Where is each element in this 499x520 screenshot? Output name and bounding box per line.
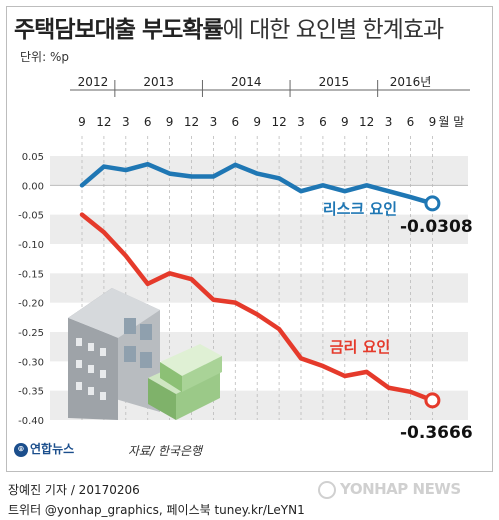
series-end-marker (424, 392, 441, 409)
y-tick-label: -0.40 (18, 416, 44, 427)
y-tick-label: -0.25 (18, 328, 44, 339)
y-tick-label: 0.05 (22, 152, 44, 163)
month-label: 6 (319, 115, 327, 129)
year-label: 2014 (231, 75, 262, 89)
month-label: 12 (184, 115, 199, 129)
grid-bands (50, 156, 468, 420)
month-axis: 9 12 3 6 9 12 3 6 9 12 3 6 9 12 3 6 9 월 말 (78, 115, 464, 129)
y-tick-label: -0.35 (18, 387, 44, 398)
y-tick-label: -0.20 (18, 299, 44, 310)
month-label: 6 (231, 115, 239, 129)
building-illustration (68, 288, 160, 420)
year-label: 2015 (319, 75, 350, 89)
month-label: 12 (359, 115, 374, 129)
series-name-label: 리스크 요인 (323, 200, 397, 218)
title-bold: 주택담보대출 부도확률 (14, 17, 224, 43)
watermark-ring-icon (318, 480, 336, 499)
month-label: 3 (385, 115, 393, 129)
year-axis: 2012 2013 2014 2015 2016년 (70, 75, 470, 97)
year-label: 2013 (143, 75, 174, 89)
yonhap-logo-icon: ⌾ (14, 442, 28, 457)
source-note: 자료/ 한국은행 (128, 444, 203, 458)
month-label: 3 (122, 115, 130, 129)
y-tick-label: 0.00 (22, 181, 44, 192)
y-axis: 0.05 0.00 -0.05 -0.10 -0.15 -0.20 -0.25 -0.30 -0… (18, 152, 44, 427)
year-label: 2016년 (390, 75, 432, 89)
grid-band (50, 214, 468, 244)
watermark-text: YONHAP NEWS (340, 480, 461, 498)
month-label: 3 (297, 115, 305, 129)
grid-band (50, 156, 468, 186)
series-end-value-label: -0.3666 (400, 423, 473, 443)
y-tick-label: -0.10 (18, 240, 44, 251)
month-label: 3 (210, 115, 218, 129)
watermark: YONHAP NEWS (318, 480, 461, 499)
credit-line-2: 트위터 @yonhap_graphics, 페이스북 tuney.kr/LeYN… (8, 503, 305, 517)
month-label: 9 (78, 115, 86, 129)
series-name-label: 금리 요인 (330, 338, 390, 356)
credit-line-1: 장예진 기자 / 20170206 (8, 483, 140, 497)
title-rest: 에 대한 요인별 한계효과 (222, 17, 445, 43)
y-tick-label: -0.15 (18, 269, 44, 280)
series-end-marker (424, 195, 441, 212)
month-label: 9 (166, 115, 174, 129)
series-labels: 리스크 요인-0.0308 금리 요인 -0.3666 (323, 200, 473, 443)
month-suffix: 월 말 (438, 115, 464, 129)
logo-text: 연합뉴스 (30, 442, 75, 456)
month-label: 9 (253, 115, 261, 129)
money-illustration (148, 344, 222, 420)
year-label: 2012 (78, 75, 109, 89)
chart-title: 주택담보대출 부도확률에 대한 요인별 한계효과 (14, 10, 445, 44)
month-label: 9 (429, 115, 437, 129)
yonhap-logo: ⌾ 연합뉴스 (14, 440, 74, 457)
series-end-value-label: -0.0308 (400, 217, 473, 237)
month-label: 6 (407, 115, 415, 129)
y-tick-label: -0.05 (18, 211, 44, 222)
unit-label: 단위: %p (20, 50, 69, 64)
month-label: 6 (144, 115, 152, 129)
month-label: 9 (341, 115, 349, 129)
month-label: 12 (271, 115, 286, 129)
series-end-markers (81, 164, 441, 409)
chart-frame (6, 6, 493, 472)
month-label: 12 (96, 115, 111, 129)
y-tick-label: -0.30 (18, 357, 44, 368)
